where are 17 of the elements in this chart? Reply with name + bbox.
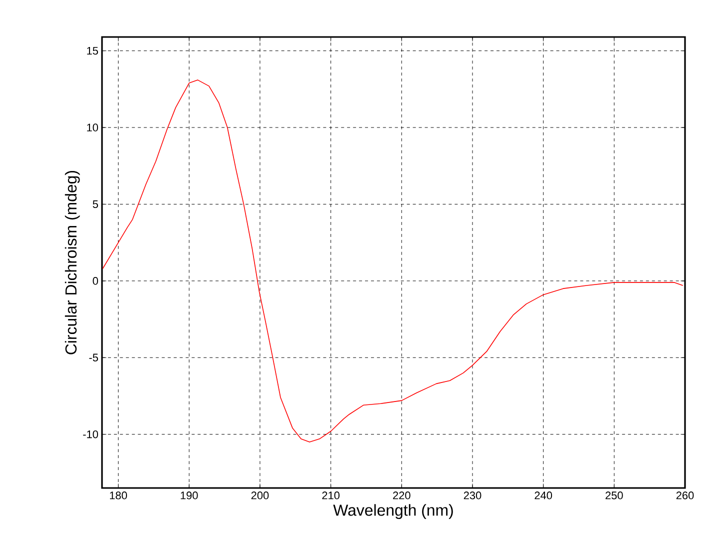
x-tick-label: 200 (251, 492, 269, 500)
x-tick-label: 190 (180, 492, 198, 500)
x-tick-label: 230 (464, 492, 482, 500)
y-tick-label: 0 (92, 277, 98, 285)
x-tick-label: 260 (676, 492, 694, 500)
y-tick-label: -10 (83, 430, 98, 438)
x-tick-label: 210 (322, 492, 340, 500)
y-axis-title: Circular Dichroism (mdeg) (64, 170, 80, 354)
y-tick-label: 10 (87, 124, 98, 132)
x-tick-label: 220 (393, 492, 410, 500)
y-tick-label: 5 (92, 200, 98, 208)
x-tick-label: 250 (606, 492, 623, 500)
y-tick-label: 15 (87, 46, 98, 55)
x-axis-title: Wavelength (nm) (333, 504, 453, 519)
x-tick-label: 240 (534, 492, 552, 500)
y-tick-label: -5 (89, 354, 98, 362)
x-tick-label: 180 (110, 492, 127, 500)
